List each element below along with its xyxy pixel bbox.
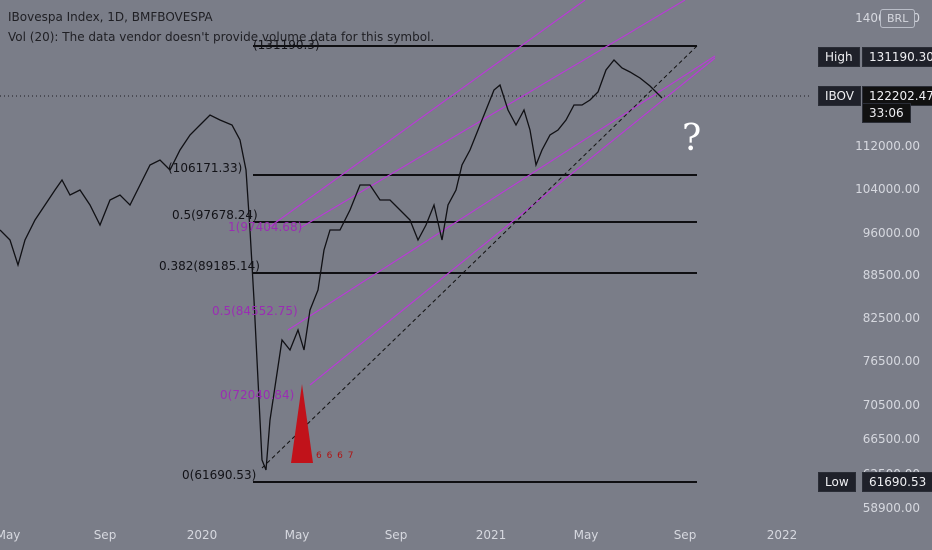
price-axis[interactable]: 140000.00 112000.00 104000.00 96000.00 8… xyxy=(812,0,932,520)
y-tick-112000: 112000.00 xyxy=(855,139,920,153)
fib-purple-1: 1(97404.68) xyxy=(228,220,303,234)
price-chart[interactable] xyxy=(0,0,812,520)
x-tick-2020: 2020 xyxy=(186,528,218,542)
low-value: 61690.53 xyxy=(862,472,932,492)
time-axis[interactable]: May Sep 2020 May Sep 2021 May Sep 2022 xyxy=(0,520,812,550)
high-label: High xyxy=(818,47,860,67)
ibov-value: 122202.47 xyxy=(862,86,932,106)
y-tick-104000: 104000.00 xyxy=(855,182,920,196)
channel-upper-2[interactable] xyxy=(299,0,686,229)
channel-upper[interactable] xyxy=(267,0,586,229)
price-series xyxy=(0,59,663,471)
x-tick-sep-2020: Sep xyxy=(384,528,408,542)
red-triangle[interactable] xyxy=(291,384,313,463)
fib-purple-0: 0(72040.84) xyxy=(220,388,295,402)
y-tick-76500: 76500.00 xyxy=(862,354,920,368)
y-tick-66500: 66500.00 xyxy=(862,432,920,446)
wave-count-label: 6 6 6 7 xyxy=(316,451,355,461)
x-tick-may-2020: May xyxy=(284,528,310,542)
y-tick-70500: 70500.00 xyxy=(862,398,920,412)
fib-label-106171: (106171.33) xyxy=(168,161,243,175)
x-tick-2022: 2022 xyxy=(766,528,798,542)
fib-label-89185: 0.382(89185.14) xyxy=(159,259,260,273)
fib-label-high: (131190.3) xyxy=(253,38,320,52)
currency-badge-icon[interactable]: BRL xyxy=(880,9,916,28)
legend-volume: Vol (20): The data vendor doesn't provid… xyxy=(8,30,435,44)
y-tick-82500: 82500.00 xyxy=(862,311,920,325)
y-tick-58900: 58900.00 xyxy=(862,501,920,515)
low-label: Low xyxy=(818,472,856,492)
dashed-trendline[interactable] xyxy=(261,45,698,469)
x-tick-sep-2021: Sep xyxy=(673,528,697,542)
x-tick-2021: 2021 xyxy=(475,528,507,542)
ibov-label: IBOV xyxy=(818,86,862,106)
x-tick-may-2019: May xyxy=(0,528,21,542)
legend-symbol: IBovespa Index, 1D, BMFBOVESPA xyxy=(8,10,213,24)
ibov-countdown: 33:06 xyxy=(862,103,911,123)
high-value: 131190.30 xyxy=(862,47,932,67)
x-tick-sep-2019: Sep xyxy=(93,528,117,542)
channel-lower-b[interactable] xyxy=(309,57,716,386)
y-tick-88500: 88500.00 xyxy=(862,268,920,282)
y-tick-96000: 96000.00 xyxy=(862,226,920,240)
fib-label-97678: 0.5(97678.24) xyxy=(172,208,258,222)
channel-middle[interactable] xyxy=(287,55,716,331)
x-tick-may-2021: May xyxy=(573,528,599,542)
fib-purple-05: 0.5(84552.75) xyxy=(212,304,298,318)
fib-label-low: 0(61690.53) xyxy=(182,468,257,482)
question-mark-annotation[interactable]: ? xyxy=(682,118,702,159)
